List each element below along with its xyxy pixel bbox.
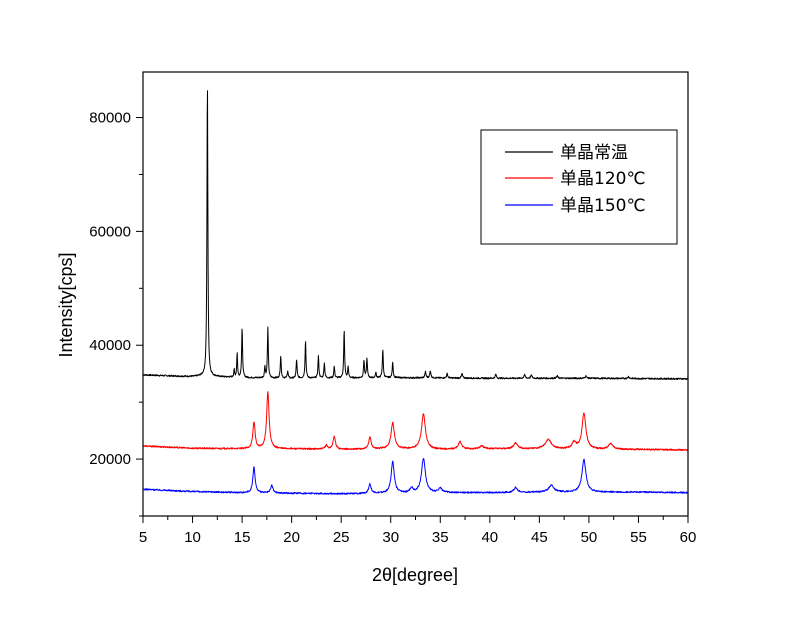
legend: 单晶常温 单晶120℃ 单晶150℃ — [480, 129, 678, 245]
x-tick-label: 15 — [234, 529, 251, 546]
series-line-2 — [142, 391, 689, 452]
x-tick-label: 35 — [432, 529, 449, 546]
legend-label-3: 单晶150℃ — [560, 196, 646, 216]
x-tick-label: 25 — [333, 529, 350, 546]
axis-ticks: 5 10 15 20 25 30 35 40 45 50 55 60 20000 40000 60000 80… — [89, 110, 696, 546]
x-tick-label: 55 — [630, 529, 647, 546]
x-tick-label: 50 — [581, 529, 598, 546]
y-tick-label: 60000 — [89, 223, 131, 240]
y-tick-label: 80000 — [89, 110, 131, 127]
legend-box — [480, 129, 678, 245]
x-tick-label: 45 — [531, 529, 548, 546]
series-line-3 — [142, 458, 689, 495]
y-axis-label: Intensity[cps] — [56, 252, 76, 357]
x-tick-label: 40 — [481, 529, 498, 546]
legend-label-2: 单晶120℃ — [560, 169, 646, 189]
x-axis-label: 2θ[degree] — [372, 565, 458, 585]
legend-label-1: 单晶常温 — [560, 143, 628, 163]
y-tick-label: 20000 — [89, 451, 131, 468]
x-tick-label: 60 — [680, 529, 697, 546]
x-tick-label: 5 — [139, 529, 147, 546]
x-tick-label: 10 — [184, 529, 201, 546]
series-layer — [142, 90, 689, 495]
x-tick-label: 20 — [283, 529, 300, 546]
x-tick-label: 30 — [382, 529, 399, 546]
y-tick-label: 40000 — [89, 337, 131, 354]
series-line-1 — [142, 90, 689, 381]
